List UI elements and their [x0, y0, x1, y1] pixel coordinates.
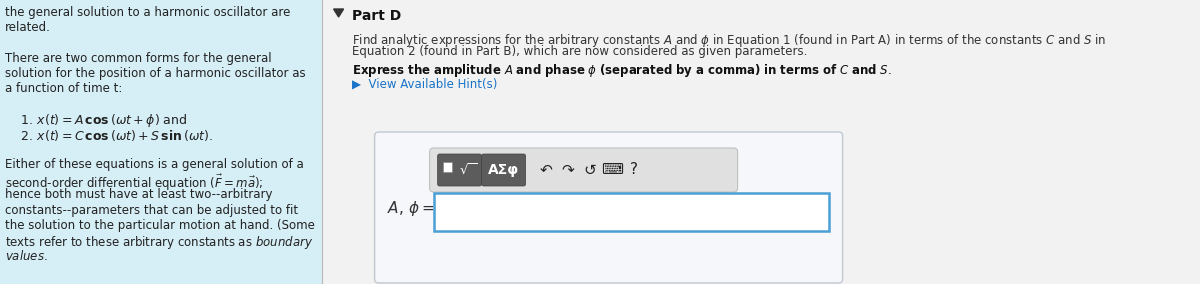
FancyBboxPatch shape	[481, 154, 526, 186]
Text: texts refer to these arbitrary constants as $\it{boundary}$: texts refer to these arbitrary constants…	[5, 234, 313, 251]
Text: constants--parameters that can be adjusted to fit: constants--parameters that can be adjust…	[5, 204, 298, 217]
FancyBboxPatch shape	[430, 148, 738, 192]
Text: ▶  View Available Hint(s): ▶ View Available Hint(s)	[352, 78, 497, 91]
Text: the general solution to a harmonic oscillator are: the general solution to a harmonic oscil…	[5, 6, 290, 19]
Bar	[443, 162, 451, 172]
Bar	[433, 193, 829, 231]
Text: ↶: ↶	[539, 162, 552, 178]
Text: Either of these equations is a general solution of a: Either of these equations is a general s…	[5, 158, 304, 171]
Text: 2. $x(t) = C\,\mathbf{cos}\,(\omega t) + S\,\mathbf{sin}\,(\omega t)$.: 2. $x(t) = C\,\mathbf{cos}\,(\omega t) +…	[5, 128, 214, 143]
Text: $\sqrt{\,\,}$: $\sqrt{\,\,}$	[458, 162, 476, 178]
Text: solution for the position of a harmonic oscillator as: solution for the position of a harmonic …	[5, 67, 306, 80]
Text: AΣφ: AΣφ	[488, 163, 520, 177]
Polygon shape	[334, 9, 343, 17]
Text: Part D: Part D	[352, 9, 401, 23]
Text: ↷: ↷	[562, 162, 574, 178]
Text: ↺: ↺	[583, 162, 596, 178]
Text: related.: related.	[5, 21, 50, 34]
Text: Find analytic expressions for the arbitrary constants $A$ and $\phi$ in Equation: Find analytic expressions for the arbitr…	[352, 32, 1106, 49]
Text: ⌨: ⌨	[601, 162, 623, 178]
Text: 1. $x(t) = A\,\mathbf{cos}\,(\omega t + \phi)$ and: 1. $x(t) = A\,\mathbf{cos}\,(\omega t + …	[5, 112, 187, 130]
Text: hence both must have at least two--arbitrary: hence both must have at least two--arbit…	[5, 188, 272, 201]
Text: $\mathbf{Express\ the\ amplitude}$ $\mathit{A}$ $\mathbf{and\ phase}$ $\mathit{\: $\mathbf{Express\ the\ amplitude}$ $\mat…	[352, 62, 892, 79]
Bar	[0, 0, 322, 284]
Text: ?: ?	[630, 162, 637, 178]
Text: $A,\,\phi=$: $A,\,\phi=$	[386, 199, 434, 218]
Bar	[322, 0, 1200, 284]
FancyBboxPatch shape	[438, 154, 481, 186]
FancyBboxPatch shape	[374, 132, 842, 283]
Text: a function of time t:: a function of time t:	[5, 82, 122, 95]
Text: $\it{values}$.: $\it{values}$.	[5, 249, 48, 263]
Text: There are two common forms for the general: There are two common forms for the gener…	[5, 52, 271, 64]
Text: second-order differential equation ($\vec{F} = m\vec{a}$);: second-order differential equation ($\ve…	[5, 173, 264, 193]
Text: the solution to the particular motion at hand. (Some: the solution to the particular motion at…	[5, 219, 314, 232]
Text: Equation 2 (found in Part B), which are now considered as given parameters.: Equation 2 (found in Part B), which are …	[352, 45, 806, 58]
